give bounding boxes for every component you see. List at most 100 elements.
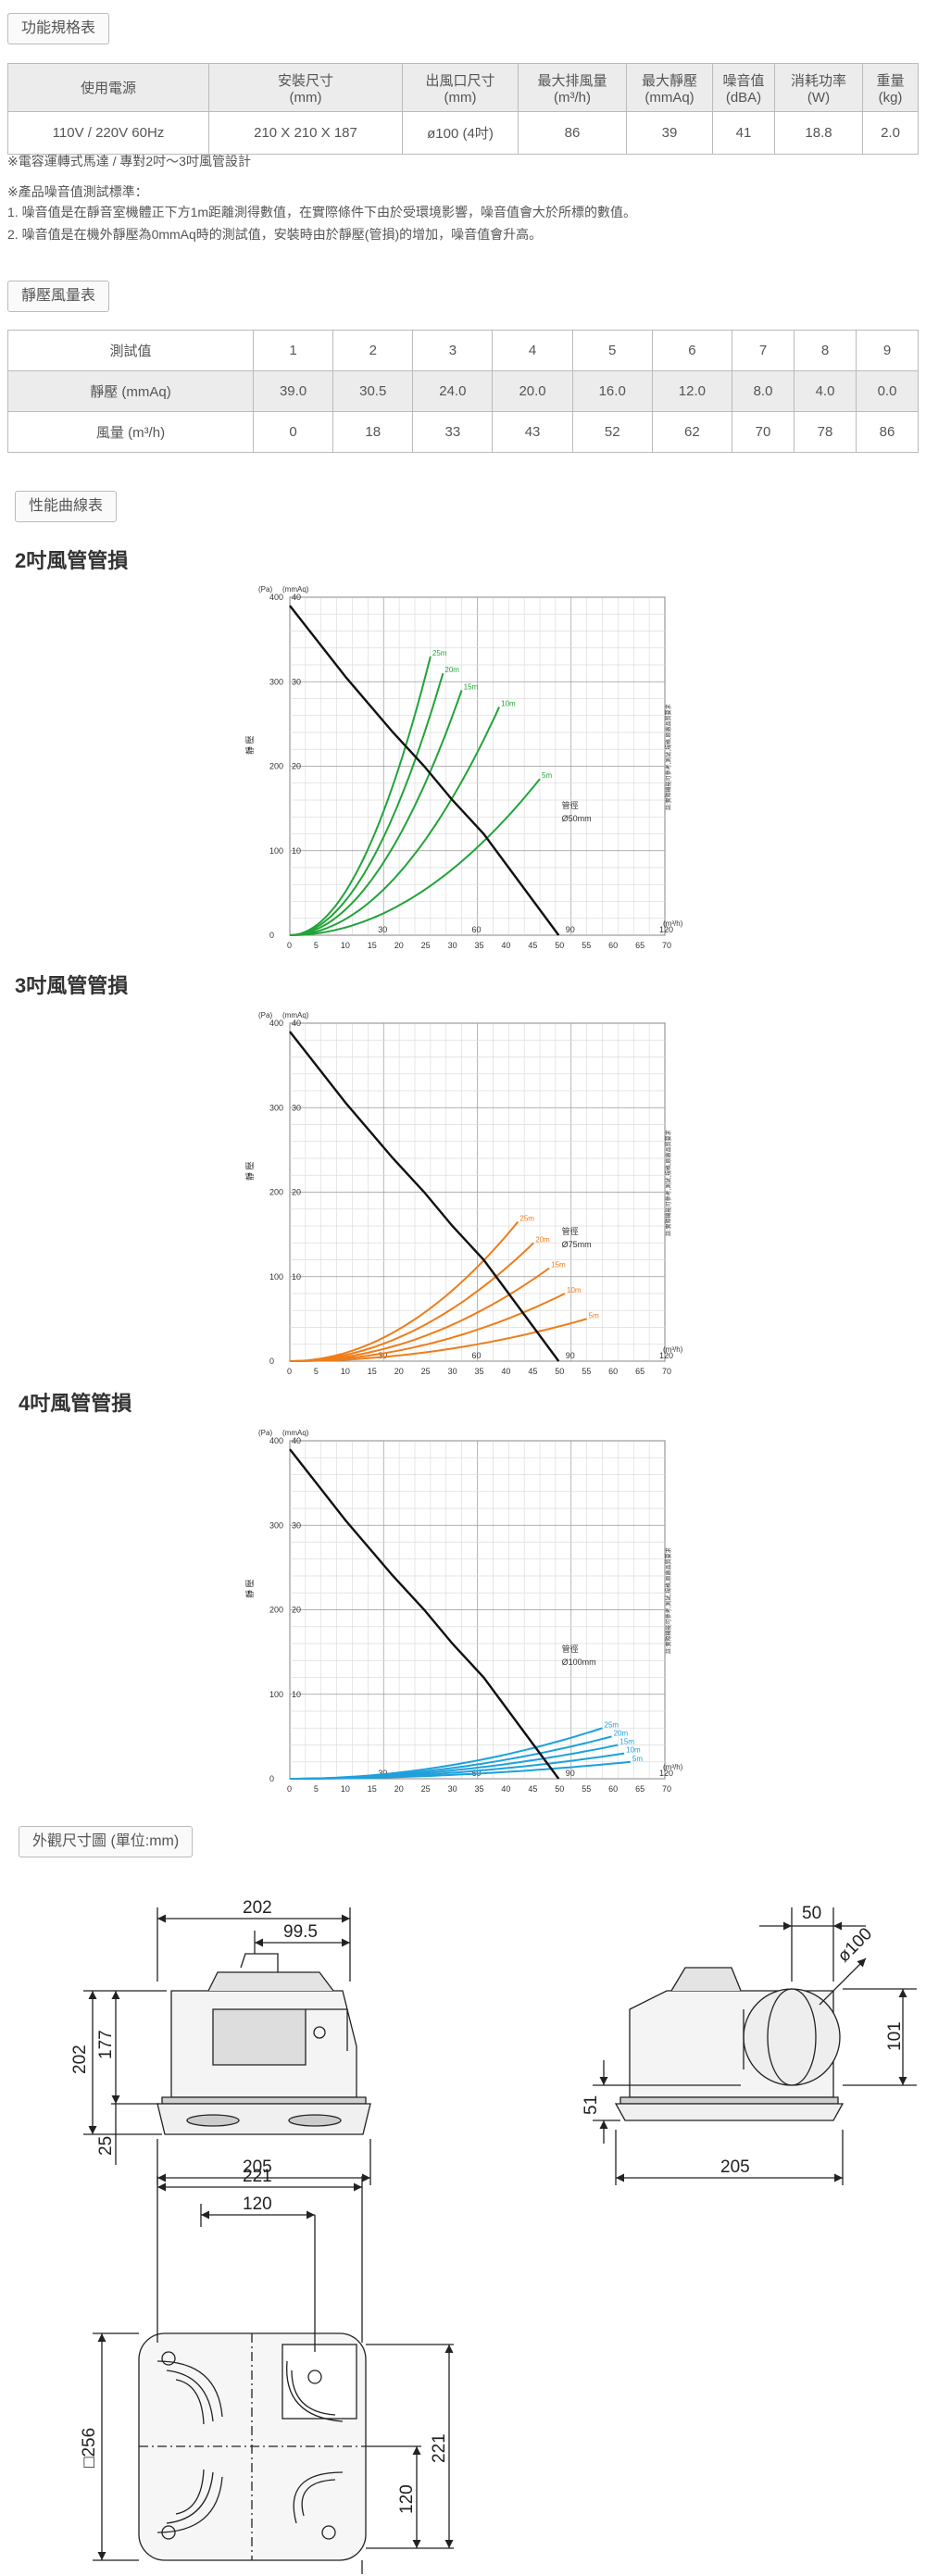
x-tick-label: 45 [528, 1784, 537, 1793]
x-tick-label: 40 [501, 941, 510, 949]
y-axis-label: 靜 壓 [245, 1579, 255, 1598]
duct-curve [289, 656, 432, 936]
x-tick-label: 65 [635, 1367, 644, 1375]
pressure-cell: 24.0 [412, 370, 494, 412]
spec-note: ※電容運轉式馬達 / 專對2吋～3吋風管設計 [7, 154, 251, 169]
dimensions-section-button[interactable]: 外觀尺寸圖 (單位:mm) [19, 1826, 194, 1857]
duct-label: 管徑 [562, 1226, 579, 1236]
dim-label: 120 [243, 2195, 272, 2214]
x-tick-label: 0 [287, 1784, 292, 1793]
x-tick-label: 50 [555, 1784, 564, 1793]
x-tick-label: 35 [475, 1784, 484, 1793]
x-tick-label: 60 [608, 1784, 618, 1793]
chart-title: 2吋風管管損 [15, 549, 129, 572]
y-tick-label: 0 [269, 1774, 274, 1783]
duct-size: Ø100mm [562, 1657, 596, 1667]
spec-note: 2. 噪音值是在機外靜壓為0mmAq時的測試值，安裝時由於靜壓(管損)的增加，噪… [7, 227, 543, 242]
dim-label: □256 [80, 2428, 99, 2468]
curves-section-button[interactable]: 性能曲線表 [15, 491, 118, 522]
x-tick-label: 20 [394, 941, 404, 949]
x-tick-label: 65 [635, 941, 644, 949]
duct-curve-label: 10m [567, 1286, 582, 1294]
pressure-flow-row: 風量 (m³/h) 0 18 33 43 52 62 70 78 86 [7, 411, 919, 453]
x-tick-label: 20 [394, 1784, 404, 1793]
duct-curve [290, 1760, 631, 1780]
x-tick-label: 90 [566, 1769, 575, 1778]
dim-label: 221 [430, 2433, 449, 2463]
x-tick-label: 15 [368, 941, 377, 949]
duct-curve-label: 10m [626, 1746, 641, 1755]
spec-cell: 2.0 [862, 111, 919, 155]
spec-cell: ø100 (4吋) [402, 111, 519, 155]
pressure-section-button[interactable]: 靜壓風量表 [7, 281, 110, 312]
pressure-cell: 7 [732, 330, 795, 371]
spec-header-cell: 最大靜壓 (mmAq) [626, 63, 713, 112]
duct-curve-label: 20m [535, 1235, 550, 1244]
pressure-cell: 39.0 [252, 370, 334, 412]
x-tick-label: 90 [566, 1351, 575, 1360]
dim-label: 177 [96, 2030, 116, 2059]
dim-label: 205 [720, 2157, 750, 2177]
duct-curve-label: 10m [501, 700, 516, 708]
y-tick-label: 100 [269, 846, 283, 856]
performance-chart-3inch: 0 100 200 300 400 10 20 30 40 30 60 90 120 0 5 10 15 20 25… [245, 1011, 683, 1375]
spec-header-cell: 重量 (kg) [862, 63, 919, 112]
pressure-cell: 78 [794, 411, 857, 453]
y-tick-label: 400 [269, 593, 283, 602]
x-tick-label: 45 [528, 941, 537, 949]
x-tick-label: 65 [635, 1784, 644, 1793]
x-tick-label: 60 [472, 925, 482, 934]
y-tick-label: 0 [269, 1357, 274, 1366]
spec-header-cell: 安裝尺寸 (mm) [208, 63, 403, 112]
spec-note: 1. 噪音值是在靜音室機體正下方1m距離測得數值，在實際條件下由於受環境影響，噪… [7, 205, 637, 219]
y-tick-label: 10 [292, 846, 301, 856]
duct-curve-label: 15m [619, 1738, 634, 1746]
pressure-test-row: 測試值 1 2 3 4 5 6 7 8 9 [7, 330, 919, 371]
y-tick-label: 30 [292, 1103, 301, 1112]
y-tick-label: 30 [292, 1520, 301, 1530]
spec-section-button[interactable]: 功能規格表 [7, 13, 110, 44]
x-tick-label: 55 [582, 941, 591, 949]
pressure-cell: 16.0 [571, 370, 653, 412]
x-tick-label: 10 [341, 1367, 350, 1375]
spec-cell: 18.8 [774, 111, 863, 155]
y-tick-label: 0 [269, 931, 274, 940]
y-tick-label: 400 [269, 1019, 283, 1028]
dim-label: 202 [243, 1898, 272, 1918]
duct-size: Ø75mm [562, 1240, 592, 1249]
pressure-cell: 52 [571, 411, 653, 453]
spec-header-cell: 最大排風量 (m³/h) [518, 63, 627, 112]
pressure-cell: 6 [651, 330, 733, 371]
duct-size: Ø50mm [562, 814, 592, 823]
y-unit-label: (mmAq) [282, 585, 309, 594]
dim-label: 51 [582, 2095, 601, 2115]
spec-cell: 210 X 210 X 187 [208, 111, 403, 155]
x-tick-label: 50 [555, 1367, 564, 1375]
x-tick-label: 25 [421, 941, 431, 949]
pressure-cell: 0.0 [856, 370, 919, 412]
pressure-row-label: 靜壓 (mmAq) [7, 370, 254, 412]
x-tick-label: 30 [448, 941, 457, 949]
front-view [83, 1907, 371, 2185]
pressure-row-label: 測試值 [7, 330, 254, 371]
fan-curve [289, 1448, 560, 1780]
x-tick-label: 55 [582, 1367, 591, 1375]
duct-curve-label: 5m [542, 771, 552, 780]
pressure-cell: 9 [856, 330, 919, 371]
y-tick-label: 20 [292, 1188, 301, 1197]
pressure-cell: 5 [571, 330, 653, 371]
duct-curve-label: 25m [605, 1720, 619, 1729]
x-tick-label: 40 [501, 1367, 510, 1375]
pressure-cell: 18 [332, 411, 414, 453]
side-note: 註:實際機能可參考,測試,規格,原廠品質要求 [665, 1130, 672, 1236]
pressure-cell: 62 [651, 411, 733, 453]
duct-curve-label: 25m [519, 1214, 534, 1222]
x-tick-label: 70 [662, 1367, 671, 1375]
y-tick-label: 40 [292, 593, 301, 602]
duct-curve [289, 1267, 550, 1362]
duct-curve [289, 707, 501, 936]
x-tick-label: 70 [662, 1784, 671, 1793]
y-tick-label: 200 [269, 1188, 283, 1197]
dim-label: 202 [70, 2045, 90, 2074]
pressure-cell: 1 [252, 330, 334, 371]
